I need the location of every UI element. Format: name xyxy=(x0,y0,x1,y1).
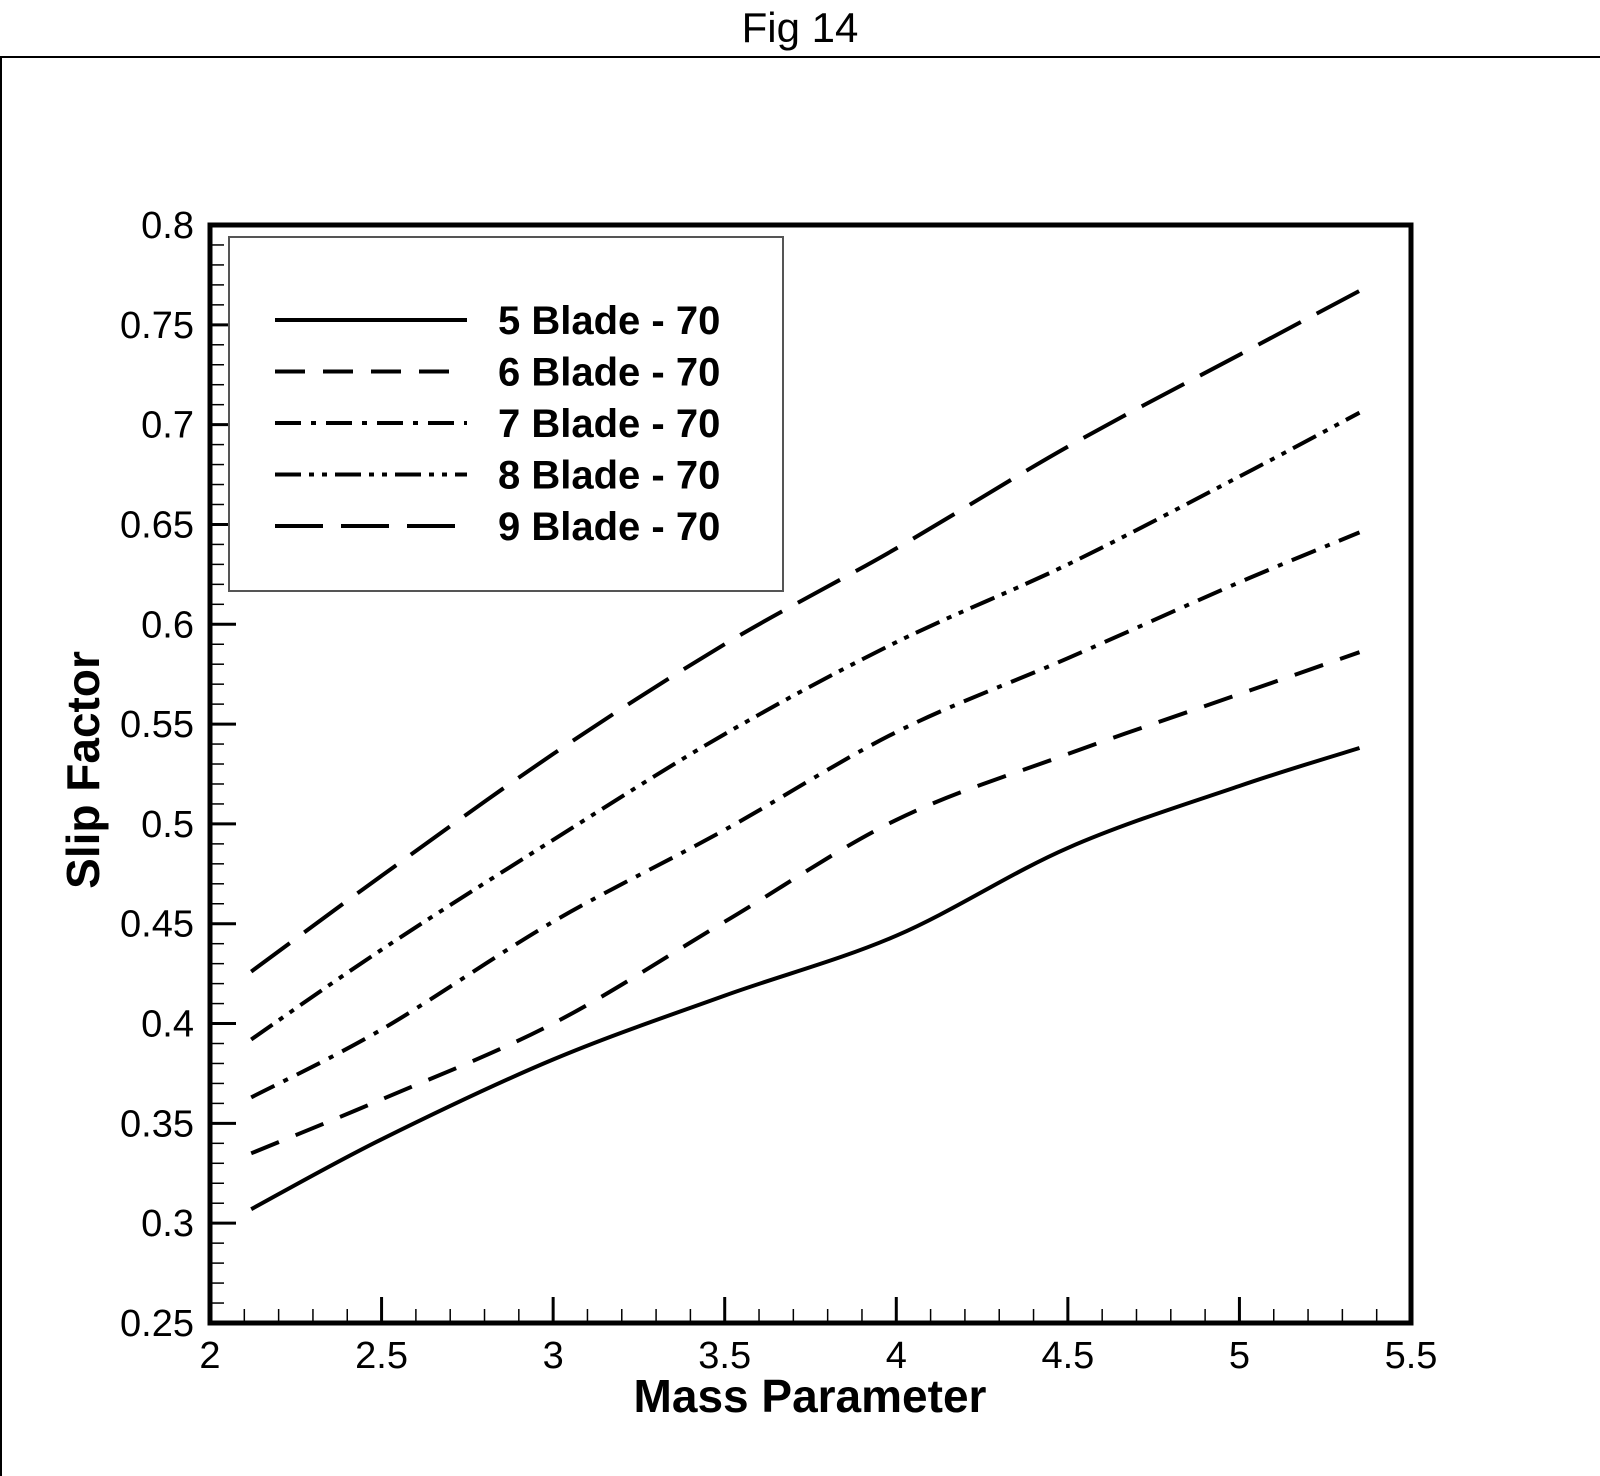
x-tick-label: 4.5 xyxy=(1041,1335,1094,1377)
x-tick-label: 3.5 xyxy=(698,1335,751,1377)
legend: 5 Blade - 70 6 Blade - 70 7 Blade - 70 8 Bl… xyxy=(228,236,784,592)
y-tick-label: 0.6 xyxy=(141,604,194,646)
x-tick-label: 2 xyxy=(199,1335,220,1377)
x-tick-label: 2.5 xyxy=(355,1335,408,1377)
y-tick-label: 0.8 xyxy=(141,205,194,247)
y-tick-label: 0.55 xyxy=(120,704,194,746)
series-line-8-blade xyxy=(250,410,1361,1042)
x-tick-label: 3 xyxy=(543,1335,564,1377)
legend-label: 5 Blade - 70 xyxy=(498,299,720,343)
legend-label: 9 Blade - 70 xyxy=(498,505,720,549)
y-tick-label: 0.7 xyxy=(141,405,194,447)
y-tick-label: 0.25 xyxy=(120,1303,194,1345)
series-line-7-blade xyxy=(250,530,1361,1100)
x-tick-label: 4 xyxy=(886,1335,907,1377)
legend-label: 7 Blade - 70 xyxy=(498,402,720,446)
x-tick-label: 5.5 xyxy=(1385,1335,1438,1377)
legend-label: 6 Blade - 70 xyxy=(498,351,720,395)
y-tick-label: 0.5 xyxy=(141,804,194,846)
x-tick-labels: 2 2.5 3 3.5 4 4.5 5 5.5 xyxy=(199,1335,1437,1377)
x-axis-label: Mass Parameter xyxy=(634,1370,987,1422)
series-layer xyxy=(250,289,1361,1211)
series-line-5-blade xyxy=(250,746,1361,1211)
figure-frame xyxy=(0,56,1600,1476)
legend-label: 8 Blade - 70 xyxy=(498,454,720,498)
y-tick-label: 0.4 xyxy=(141,1004,194,1046)
y-tick-label: 0.35 xyxy=(120,1103,194,1145)
y-tick-label: 0.3 xyxy=(141,1203,194,1245)
plot-area xyxy=(207,222,1414,1326)
series-line-9-blade xyxy=(250,289,1361,974)
y-axis-label: Slip Factor xyxy=(57,651,109,889)
x-tick-label: 5 xyxy=(1229,1335,1250,1377)
series-line-6-blade xyxy=(250,650,1361,1156)
y-tick-label: 0.75 xyxy=(120,305,194,347)
y-tick-labels: 0.25 0.3 0.35 0.4 0.45 0.5 0.55 0.6 0.65 0.7 0.75 0… xyxy=(120,205,194,1345)
figure-title: Fig 14 xyxy=(741,4,859,51)
legend-box xyxy=(228,236,784,592)
y-tick-label: 0.45 xyxy=(120,904,194,946)
y-tick-label: 0.65 xyxy=(120,504,194,546)
